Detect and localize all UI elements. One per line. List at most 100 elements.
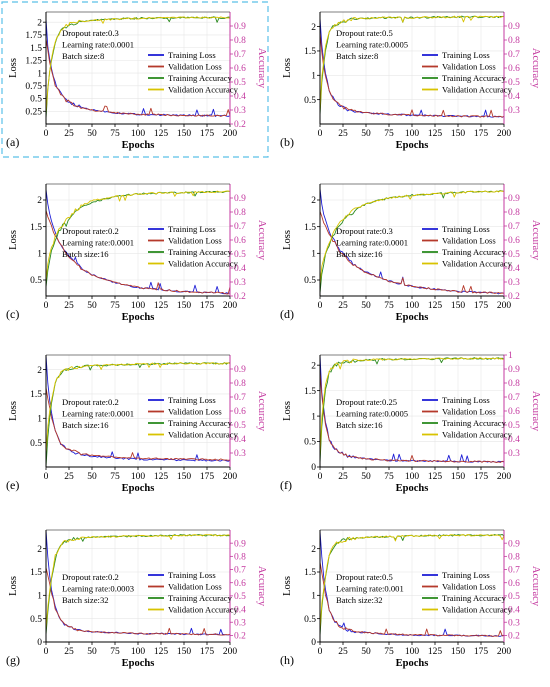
y2-axis-label: Accuracy bbox=[530, 220, 541, 261]
series-line-validation-accuracy bbox=[319, 357, 504, 457]
x-tick-label: 50 bbox=[87, 472, 97, 482]
x-tick-label: 100 bbox=[131, 472, 146, 482]
y2-tick-label: 0.3 bbox=[234, 618, 246, 628]
x-tick-label: 175 bbox=[474, 472, 489, 482]
legend-entry: Validation Loss bbox=[442, 407, 496, 417]
x-tick-label: 125 bbox=[428, 129, 443, 139]
y-tick-label: 1 bbox=[37, 592, 42, 602]
y-tick-label: 1.5 bbox=[304, 387, 316, 397]
y2-tick-label: 0.7 bbox=[508, 50, 520, 60]
x-tick-label: 100 bbox=[405, 647, 420, 657]
legend-entry: Training Accuracy bbox=[168, 73, 233, 83]
y2-tick-label: 0.2 bbox=[234, 632, 246, 642]
y2-tick-label: 0.3 bbox=[234, 278, 246, 288]
panel-label: (e) bbox=[6, 478, 19, 492]
series-line-validation-loss bbox=[319, 561, 505, 637]
y-tick-label: 0.5 bbox=[30, 439, 42, 449]
y-axis-label: Loss bbox=[8, 58, 19, 78]
y2-tick-label: 0.4 bbox=[234, 92, 246, 102]
hyperparameter-annotation: Learning rate:0.0001 bbox=[62, 409, 134, 419]
series-line-validation-loss bbox=[319, 211, 505, 294]
y2-tick-label: 0.6 bbox=[508, 579, 520, 589]
y2-tick-label: 0.3 bbox=[234, 449, 246, 459]
panel-label: (a) bbox=[6, 135, 19, 149]
y2-tick-label: 0.7 bbox=[234, 222, 246, 232]
y2-tick-label: 0.8 bbox=[234, 36, 246, 46]
hyperparameter-annotation: Batch size:16 bbox=[336, 249, 383, 259]
y-tick-label: 0.5 bbox=[304, 276, 316, 286]
hyperparameter-annotation: Dropout rate:0.2 bbox=[62, 572, 119, 582]
x-tick-label: 25 bbox=[338, 472, 348, 482]
legend-entry: Validation Accuracy bbox=[442, 430, 513, 440]
x-tick-label: 75 bbox=[384, 301, 394, 311]
legend-entry: Training Loss bbox=[442, 395, 490, 405]
x-tick-label: 25 bbox=[64, 647, 74, 657]
y2-tick-label: 0.4 bbox=[234, 264, 246, 274]
y2-tick-label: 0.9 bbox=[234, 22, 246, 32]
panel-h: 0 25 50 75 100 125 150 175 200 0 0.5 1 1.5 2 0.2 0.3 0.4… bbox=[280, 529, 541, 669]
y-axis-label: Loss bbox=[282, 230, 293, 250]
x-tick-label: 25 bbox=[338, 647, 348, 657]
hyperparameter-annotation: Learning rate:0.0001 bbox=[62, 238, 134, 248]
y2-tick-label: 0.6 bbox=[508, 236, 520, 246]
x-tick-label: 175 bbox=[474, 647, 489, 657]
y2-tick-label: 0.8 bbox=[508, 208, 520, 218]
x-tick-label: 150 bbox=[177, 129, 192, 139]
legend-entry: Validation Accuracy bbox=[442, 259, 513, 269]
legend-entry: Validation Accuracy bbox=[442, 85, 513, 95]
y-tick-label: 1 bbox=[37, 69, 42, 79]
x-tick-label: 75 bbox=[384, 129, 394, 139]
x-tick-label: 75 bbox=[384, 472, 394, 482]
x-tick-label: 25 bbox=[64, 301, 74, 311]
y2-tick-label: 0.4 bbox=[508, 92, 520, 102]
y2-axis-label: Accuracy bbox=[256, 391, 267, 432]
y2-axis-label: Accuracy bbox=[256, 48, 267, 89]
series-line-validation-accuracy bbox=[45, 190, 231, 282]
x-axis-label: Epochs bbox=[396, 140, 429, 151]
y-tick-label: 0 bbox=[311, 463, 316, 473]
series-line-validation-accuracy bbox=[319, 534, 505, 631]
x-tick-label: 100 bbox=[131, 129, 146, 139]
y2-tick-label: 0.4 bbox=[508, 435, 520, 445]
hyperparameter-annotation: Batch size:16 bbox=[62, 420, 109, 430]
legend-entry: Validation Accuracy bbox=[168, 430, 239, 440]
x-tick-label: 75 bbox=[110, 301, 120, 311]
x-tick-label: 125 bbox=[154, 129, 169, 139]
legend-entry: Validation Loss bbox=[168, 407, 222, 417]
y-tick-label: 2 bbox=[311, 545, 316, 555]
x-tick-label: 150 bbox=[451, 129, 466, 139]
panel-label: (g) bbox=[6, 653, 20, 667]
legend-entry: Training Accuracy bbox=[442, 73, 507, 83]
x-tick-label: 50 bbox=[361, 301, 371, 311]
y2-tick-label: 0.8 bbox=[508, 379, 520, 389]
y2-tick-label: 0.3 bbox=[508, 278, 520, 288]
y-tick-label: 1 bbox=[37, 415, 42, 425]
x-tick-label: 150 bbox=[451, 472, 466, 482]
y-tick-label: 1 bbox=[37, 250, 42, 260]
x-tick-label: 125 bbox=[154, 301, 169, 311]
y-tick-label: 2 bbox=[37, 196, 42, 206]
legend-entry: Training Loss bbox=[168, 50, 216, 60]
y2-tick-label: 0.6 bbox=[508, 407, 520, 417]
y2-tick-label: 0.8 bbox=[508, 36, 520, 46]
y2-tick-label: 0.5 bbox=[508, 421, 520, 431]
y-tick-label: 1.5 bbox=[304, 568, 316, 578]
panel-label: (f) bbox=[280, 478, 292, 492]
hyperparameter-annotation: Dropout rate:0.5 bbox=[336, 28, 393, 38]
panel-d: 0 25 50 75 100 125 150 175 200 0.5 1 1.5 2 0.2 0.3 0.4 0… bbox=[280, 183, 541, 323]
y-tick-label: 1.5 bbox=[304, 223, 316, 233]
y-tick-label: 0.5 bbox=[304, 438, 316, 448]
x-tick-label: 25 bbox=[338, 301, 348, 311]
x-tick-label: 25 bbox=[338, 129, 348, 139]
legend-entry: Training Accuracy bbox=[168, 247, 233, 257]
hyperparameter-annotation: Dropout rate:0.2 bbox=[62, 226, 119, 236]
x-tick-label: 0 bbox=[318, 301, 323, 311]
x-tick-label: 150 bbox=[177, 647, 192, 657]
series-line-training-loss bbox=[319, 18, 505, 118]
y2-tick-label: 0.7 bbox=[234, 566, 246, 576]
y2-tick-label: 0.4 bbox=[508, 605, 520, 615]
x-tick-label: 200 bbox=[497, 472, 512, 482]
x-tick-label: 100 bbox=[131, 647, 146, 657]
hyperparameter-annotation: Learning rate:0.0001 bbox=[62, 40, 134, 50]
legend-entry: Training Loss bbox=[168, 395, 216, 405]
